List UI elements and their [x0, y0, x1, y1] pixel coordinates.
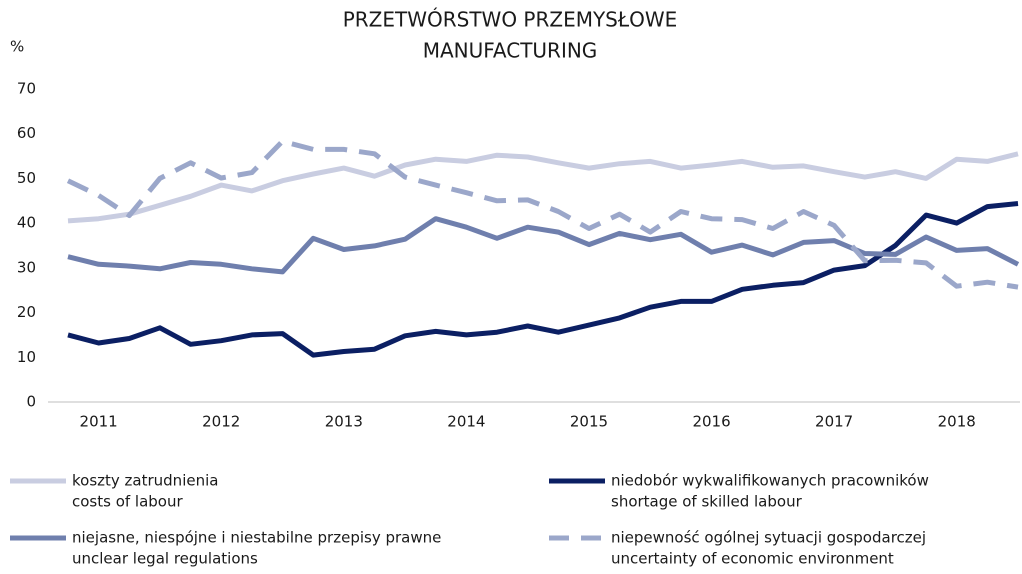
x-tick-label: 2016 — [692, 413, 730, 431]
y-tick-label: 0 — [26, 393, 36, 411]
legend-label: shortage of skilled labour — [611, 493, 803, 511]
legend-label: koszty zatrudnienia — [72, 472, 218, 490]
x-tick-label: 2018 — [938, 413, 976, 431]
y-tick-label: 40 — [17, 214, 36, 232]
legend-label: unclear legal regulations — [72, 550, 258, 568]
y-tick-label: 20 — [17, 303, 36, 321]
y-axis-label: % — [10, 38, 24, 56]
legend-label: niejasne, niespójne i niestabilne przepi… — [72, 529, 441, 547]
x-tick-label: 2014 — [447, 413, 485, 431]
x-tick-label: 2012 — [202, 413, 240, 431]
series-line — [67, 216, 1020, 275]
x-tick-label: 2015 — [570, 413, 608, 431]
series-line — [67, 151, 1019, 224]
chart-title: PRZETWÓRSTWO PRZEMYSŁOWE — [343, 8, 678, 32]
y-tick-label: 50 — [17, 169, 36, 187]
chart-title: MANUFACTURING — [423, 39, 598, 63]
x-tick-label: 2013 — [325, 413, 363, 431]
legend-label: uncertainty of economic environment — [611, 550, 894, 568]
x-tick-label: 2011 — [80, 413, 118, 431]
y-tick-label: 60 — [17, 124, 36, 142]
y-tick-label: 10 — [17, 348, 36, 366]
x-tick-label: 2017 — [815, 413, 853, 431]
legend-label: niedobór wykwalifikowanych pracowników — [611, 472, 929, 490]
y-tick-label: 70 — [17, 80, 36, 98]
series-line — [66, 138, 1019, 290]
y-tick-label: 30 — [17, 258, 36, 276]
series-line — [67, 201, 1019, 358]
legend-label: niepewność ogólnej sytuacji gospodarczej — [611, 529, 926, 547]
legend-label: costs of labour — [72, 493, 183, 511]
